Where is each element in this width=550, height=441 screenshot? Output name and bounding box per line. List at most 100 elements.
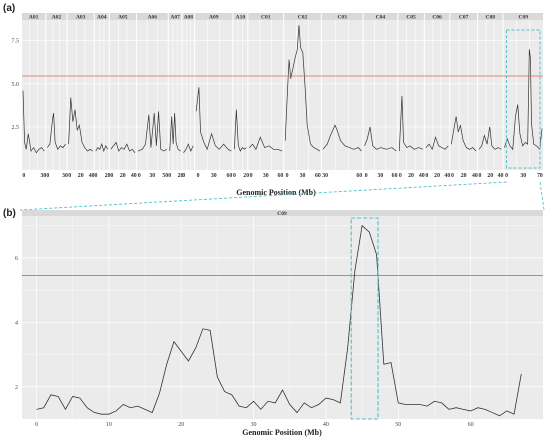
facet-panel-C06 <box>424 20 450 170</box>
panel-a-x-ticks: 0 30 0 30 0 20 40 0 20 0 20 40 0 30 50 0 200 0 30 60 0 20 0 30 6… <box>22 173 542 179</box>
highlight-box-peak <box>350 217 379 420</box>
x-tick-label-b: 20 <box>178 422 184 428</box>
facet-label-C06: C06 <box>432 15 442 21</box>
panel-a-y-ticks: 2.5 5.0 7.5 <box>12 39 20 131</box>
facet-label-C09: C09 <box>518 15 528 21</box>
y-tick-label-b: 2 <box>15 385 18 391</box>
x-tick-label-C05: 0 <box>399 173 402 179</box>
y-tick-label: 5.0 <box>12 82 20 88</box>
series-line-C08 <box>478 126 502 150</box>
facet-panel-A06 <box>136 20 168 170</box>
panel-b-tag: (b) <box>3 208 16 219</box>
facet-label-A10: A10 <box>236 15 246 21</box>
x-tick-label-C09: 70 <box>537 173 543 179</box>
x-tick-label-C08: 40 <box>498 173 504 179</box>
facet-strip-A02 <box>46 13 67 20</box>
y-tick-label: 7.5 <box>12 39 20 45</box>
x-tick-label-C09: 0 <box>505 173 508 179</box>
series-line-C03 <box>322 124 362 152</box>
x-tick-label-A02: 30 <box>62 173 68 179</box>
series-line-C01 <box>249 136 283 152</box>
zoom-connector-right <box>539 181 545 211</box>
panel-a: (a) A01 A02 A03 A04 A05 A06 A07 A08 A09 A10 C01 C02… <box>3 3 543 197</box>
facet-strip-C01 <box>248 13 284 20</box>
series-line-A09 <box>195 87 232 152</box>
panel-b-y-ticks: 2 4 6 <box>15 256 18 391</box>
facet-strip-C03 <box>321 13 363 20</box>
facet-panel-C09 <box>503 20 543 170</box>
zoom-connector-left <box>19 181 507 211</box>
x-tick-label-C03: 30 <box>322 173 328 179</box>
x-tick-label-A06: 30 <box>149 173 155 179</box>
facet-label-C05: C05 <box>406 15 416 21</box>
facet-panel-C07 <box>450 20 478 170</box>
facet-panel-C02 <box>284 20 321 170</box>
facet-panel-A04 <box>94 20 109 170</box>
facet-label-C01: C01 <box>261 15 271 21</box>
facet-panel-A01 <box>22 20 46 170</box>
x-tick-label-A04: 0 <box>94 173 97 179</box>
x-tick-label-C01: 60 <box>278 173 284 179</box>
facet-strip-C02 <box>284 13 321 20</box>
panel-b-x-ticks: 0 10 20 30 40 50 60 <box>35 422 474 428</box>
y-tick-label-b: 4 <box>15 320 18 326</box>
facet-strip-A05 <box>109 13 136 20</box>
facet-panel-A07 <box>168 20 182 170</box>
x-tick-label-C06: 40 <box>444 173 450 179</box>
x-tick-label-A01: 30 <box>41 173 47 179</box>
series-line-A05 <box>110 141 136 153</box>
facet-label-C03: C03 <box>337 15 347 21</box>
x-tick-label-A07: 0 <box>168 173 171 179</box>
facet-label-A02: A02 <box>52 15 62 21</box>
x-tick-label-A05: 0 <box>110 173 113 179</box>
facet-panel-C05 <box>398 20 424 170</box>
x-tick-label-A02: 0 <box>46 173 49 179</box>
facet-strip-C04 <box>363 13 398 20</box>
facet-strip-A04 <box>94 13 109 20</box>
panel-b-highlight <box>350 217 379 420</box>
x-tick-label-C02: 0 <box>286 173 289 179</box>
facet-panel-A02 <box>46 20 67 170</box>
facet-label-C07: C07 <box>459 15 469 21</box>
panel-b-x-axis-title: Genomic Position (Mb) <box>242 428 322 437</box>
x-tick-label-C04: 30 <box>378 173 384 179</box>
facet-strip-A08 <box>182 13 195 20</box>
panel-b-line <box>36 224 522 417</box>
panel-a-x-axis-title: Genomic Position (Mb) <box>236 188 316 197</box>
panel-a-highlight <box>505 29 541 169</box>
x-tick-label-A08: 0 <box>182 173 185 179</box>
facet-panel-A10 <box>233 20 248 170</box>
facet-strip-C05 <box>398 13 424 20</box>
x-tick-label-C02: 30 <box>300 173 306 179</box>
panel-b-strip-label: C09 <box>277 211 287 217</box>
x-tick-label-b: 60 <box>468 422 474 428</box>
facet-label-A07: A07 <box>170 15 180 21</box>
series-line-A06 <box>137 111 167 152</box>
highlight-box-c09 <box>505 29 541 169</box>
facet-panel-A03 <box>67 20 94 170</box>
facet-strip-A03 <box>67 13 94 20</box>
facet-strip-A07 <box>168 13 182 20</box>
series-line-C06 <box>425 136 449 151</box>
series-line-A08 <box>183 143 194 153</box>
x-tick-label-A06: 0 <box>138 173 141 179</box>
facet-strip-A09 <box>195 13 233 20</box>
facet-strip-C08 <box>478 13 503 20</box>
x-tick-label-A05: 20 <box>120 173 126 179</box>
y-tick-label-b: 6 <box>15 256 18 262</box>
x-tick-label-b: 50 <box>395 422 401 428</box>
facet-label-C08: C08 <box>486 15 496 21</box>
x-tick-label-A10: 0 <box>233 173 236 179</box>
x-tick-label-A10: 20 <box>243 173 249 179</box>
facet-label-A05: A05 <box>118 15 128 21</box>
x-tick-label-b: 40 <box>323 422 329 428</box>
panel-b-background <box>22 216 543 419</box>
facet-panel-C01 <box>248 20 284 170</box>
series-line-c09 <box>36 224 522 417</box>
facet-label-C02: C02 <box>298 15 308 21</box>
facet-strip-C09 <box>503 13 543 20</box>
series-line-A07 <box>169 113 181 152</box>
facet-panel-A05 <box>109 20 136 170</box>
x-tick-label-C06: 0 <box>425 173 428 179</box>
